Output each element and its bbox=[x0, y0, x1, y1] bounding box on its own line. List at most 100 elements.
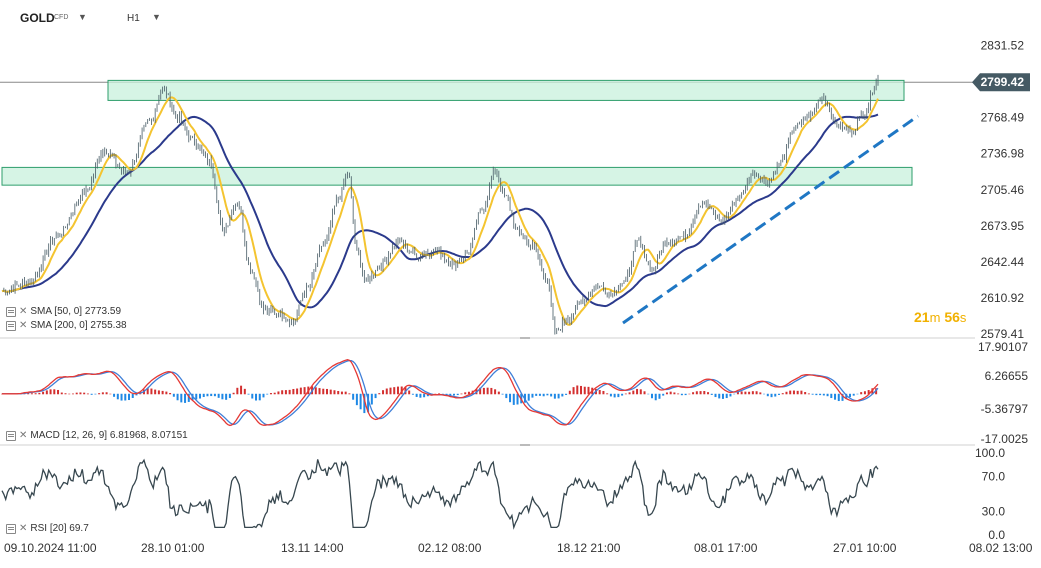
macd-histogram-bar bbox=[244, 389, 246, 394]
macd-histogram-bar bbox=[255, 394, 257, 401]
macd-histogram-bar bbox=[352, 394, 354, 400]
macd-histogram-bar bbox=[262, 394, 264, 398]
macd-histogram-bar bbox=[576, 385, 578, 394]
macd-histogram-bar bbox=[748, 392, 750, 395]
countdown-minutes: 21 bbox=[914, 309, 930, 325]
macd-histogram-bar bbox=[528, 394, 530, 401]
remove-indicator-icon[interactable]: ✕ bbox=[19, 306, 27, 317]
macd-histogram-bar bbox=[98, 393, 100, 394]
macd-histogram-bar bbox=[345, 392, 347, 395]
macd-histogram-bar bbox=[315, 387, 317, 394]
rsi-axis-tick: 100.0 bbox=[975, 446, 1005, 460]
macd-histogram-bar bbox=[644, 391, 646, 394]
macd-histogram-bar bbox=[337, 391, 339, 394]
macd-histogram-bar bbox=[838, 394, 840, 401]
indicator-settings-icon[interactable] bbox=[6, 321, 16, 331]
last-price-label: 2799.42 bbox=[981, 75, 1025, 89]
remove-indicator-icon[interactable]: ✕ bbox=[19, 523, 27, 534]
macd-histogram-bar bbox=[703, 391, 705, 394]
macd-histogram-bar bbox=[692, 392, 694, 394]
macd-histogram-bar bbox=[330, 390, 332, 395]
macd-histogram-bar bbox=[614, 394, 616, 398]
macd-histogram-bar bbox=[360, 394, 362, 410]
macd-histogram-bar bbox=[121, 394, 123, 401]
macd-histogram-bar bbox=[319, 388, 321, 394]
macd-histogram-bar bbox=[180, 394, 182, 403]
macd-histogram-bar bbox=[83, 393, 85, 395]
indicator-settings-icon[interactable] bbox=[6, 524, 16, 534]
macd-histogram-bar bbox=[53, 389, 55, 394]
macd-histogram-bar bbox=[79, 392, 81, 394]
macd-histogram-bar bbox=[229, 394, 231, 398]
macd-histogram-bar bbox=[382, 390, 384, 394]
macd-histogram-bar bbox=[113, 394, 115, 397]
macd-histogram-bar bbox=[154, 390, 156, 395]
macd-histogram-bar bbox=[128, 394, 130, 400]
macd-histogram-bar bbox=[849, 394, 851, 397]
time-axis-tick: 09.10.2024 11:00 bbox=[4, 541, 97, 555]
macd-histogram-bar bbox=[274, 393, 276, 395]
macd-histogram-bar bbox=[322, 389, 324, 395]
symbol-dropdown-icon[interactable]: ▼ bbox=[78, 12, 87, 22]
rsi-axis-tick: 70.0 bbox=[982, 469, 1006, 483]
time-axis-tick: 08.01 17:00 bbox=[694, 541, 758, 555]
macd-histogram-bar bbox=[289, 390, 291, 394]
macd-histogram-bar bbox=[102, 392, 104, 394]
countdown-seconds-unit: s bbox=[960, 310, 967, 325]
macd-histogram-bar bbox=[864, 391, 866, 394]
indicator-settings-icon[interactable] bbox=[6, 307, 16, 317]
macd-histogram-bar bbox=[132, 394, 134, 398]
macd-histogram-bar bbox=[483, 388, 485, 394]
macd-histogram-bar bbox=[785, 392, 787, 394]
macd-histogram-bar bbox=[561, 394, 563, 397]
macd-histogram-bar bbox=[789, 391, 791, 395]
resistance-zone bbox=[2, 167, 912, 185]
time-axis-tick: 13.11 14:00 bbox=[281, 541, 344, 555]
macd-histogram-bar bbox=[539, 394, 541, 396]
macd-histogram-bar bbox=[808, 393, 810, 394]
macd-histogram-bar bbox=[632, 391, 634, 395]
symbol-name[interactable]: GOLD bbox=[20, 11, 55, 25]
timeframe-dropdown-icon[interactable]: ▼ bbox=[152, 12, 161, 22]
rsi-axis-tick: 30.0 bbox=[982, 505, 1006, 519]
timeframe-selector[interactable]: H1 bbox=[127, 13, 140, 24]
macd-histogram-bar bbox=[707, 392, 709, 394]
rsi-line bbox=[2, 459, 878, 527]
macd-histogram-bar bbox=[91, 394, 93, 395]
countdown-minutes-unit: m bbox=[930, 310, 941, 325]
macd-histogram-bar bbox=[240, 386, 242, 395]
macd-histogram-bar bbox=[554, 394, 556, 399]
macd-histogram-bar bbox=[640, 389, 642, 394]
macd-histogram-bar bbox=[812, 394, 814, 395]
macd-histogram-bar bbox=[72, 394, 74, 395]
macd-histogram-bar bbox=[729, 394, 731, 397]
remove-indicator-icon[interactable]: ✕ bbox=[19, 430, 27, 441]
macd-histogram-bar bbox=[203, 394, 205, 397]
macd-axis-tick: 6.26655 bbox=[985, 369, 1029, 383]
macd-histogram-bar bbox=[270, 393, 272, 394]
chart-header: GOLD CFD ▼ H1 ▼ bbox=[0, 0, 960, 34]
sma200-legend: ✕ SMA [200, 0] 2755.38 bbox=[6, 320, 127, 331]
price-axis-tick: 2579.41 bbox=[981, 327, 1025, 341]
macd-histogram-bar bbox=[744, 392, 746, 395]
macd-histogram-bar bbox=[722, 394, 724, 399]
remove-indicator-icon[interactable]: ✕ bbox=[19, 320, 27, 331]
macd-histogram-bar bbox=[778, 394, 780, 395]
macd-histogram-bar bbox=[31, 393, 33, 394]
macd-histogram-bar bbox=[655, 394, 657, 400]
macd-histogram-bar bbox=[266, 394, 268, 395]
macd-histogram-bar bbox=[629, 392, 631, 394]
macd-axis-tick: -5.36797 bbox=[981, 402, 1029, 416]
macd-histogram-bar bbox=[94, 394, 96, 395]
indicator-settings-icon[interactable] bbox=[6, 431, 16, 441]
macd-histogram-bar bbox=[804, 392, 806, 394]
macd-histogram-bar bbox=[304, 387, 306, 394]
macd-histogram-bar bbox=[700, 391, 702, 394]
macd-histogram-bar bbox=[569, 391, 571, 395]
time-axis-tick: 02.12 08:00 bbox=[418, 541, 482, 555]
macd-histogram-bar bbox=[281, 390, 283, 394]
macd-histogram-bar bbox=[419, 394, 421, 398]
macd-histogram-bar bbox=[460, 394, 462, 395]
